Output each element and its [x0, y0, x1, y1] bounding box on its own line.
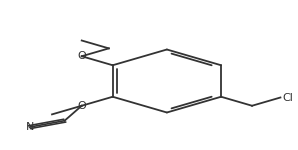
- Text: Cl: Cl: [283, 93, 294, 102]
- Text: O: O: [77, 51, 86, 61]
- Text: O: O: [77, 101, 86, 111]
- Text: N: N: [25, 122, 34, 132]
